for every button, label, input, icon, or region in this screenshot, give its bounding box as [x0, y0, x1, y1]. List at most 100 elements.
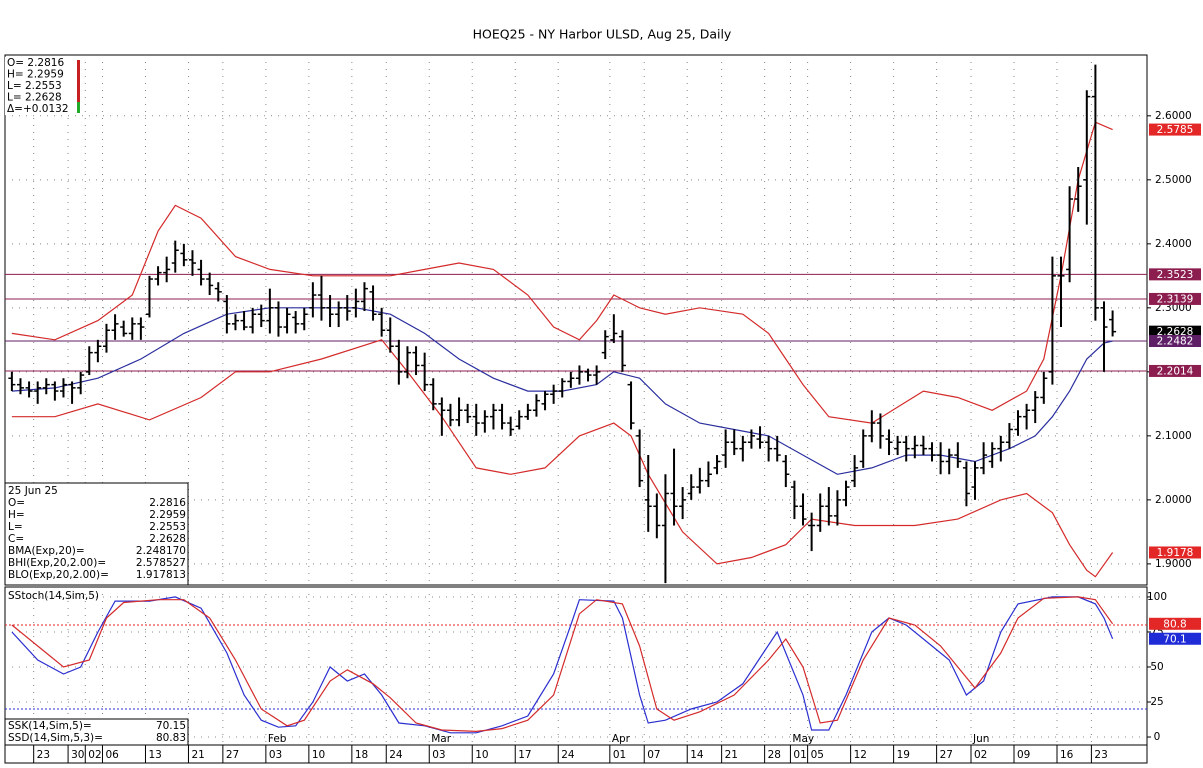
x-tick-label: 14 — [690, 749, 704, 761]
value-marker-label: 1.9178 — [1157, 547, 1194, 559]
quote-text: O= 2.2816 — [7, 57, 64, 69]
y-tick-label: 2.0000 — [1155, 494, 1192, 506]
value-marker — [1149, 292, 1201, 305]
month-label: Apr — [612, 733, 631, 745]
x-tick-label: 13 — [148, 749, 161, 761]
legend-label: SSD(14,Sim,5,3)= — [8, 732, 103, 744]
x-tick-label: 28 — [768, 749, 781, 761]
quote-text: L= 2.2553 — [7, 80, 62, 92]
legend-label: BHI(Exp,20,2.00)= — [8, 557, 106, 569]
y-tick-label: 2.5000 — [1155, 174, 1192, 186]
y-tick-label: 2.4000 — [1155, 238, 1192, 250]
legend-label: BMA(Exp,20)= — [8, 545, 85, 557]
y-tick-label: 2.1000 — [1155, 430, 1192, 442]
quote-indicator-red — [77, 60, 80, 102]
quote-text: Δ=+0.0132 — [7, 103, 69, 115]
x-tick-label: 27 — [940, 749, 953, 761]
value-marker — [1149, 123, 1201, 136]
x-tick-label: 01 — [793, 749, 806, 761]
x-tick-label: 03 — [269, 749, 282, 761]
x-tick-label: 23 — [1094, 749, 1107, 761]
value-marker — [1149, 364, 1201, 377]
x-tick-label: 02 — [88, 749, 101, 761]
x-tick-label: 24 — [389, 749, 403, 761]
stoch-line — [11, 596, 1114, 734]
y-tick-label: 25 — [1150, 696, 1163, 708]
info-label: C= — [8, 533, 24, 545]
info-label: L= — [8, 521, 23, 533]
y-tick-label: 1.9000 — [1155, 558, 1192, 570]
legend-value: 80.83 — [156, 732, 186, 744]
x-tick-label: 01 — [613, 749, 626, 761]
value-marker-label: 2.2014 — [1157, 365, 1194, 377]
value-marker — [1149, 268, 1201, 281]
x-tick-label: 07 — [647, 749, 660, 761]
x-tick-label: 16 — [1060, 749, 1074, 761]
x-tick-label: 19 — [897, 749, 910, 761]
value-marker-label: 80.8 — [1163, 618, 1186, 630]
month-label: Jun — [972, 733, 989, 745]
x-tick-label: 10 — [475, 749, 488, 761]
legend-label: BLO(Exp,20,2.00)= — [8, 569, 109, 581]
stoch-line — [11, 596, 1114, 733]
value-marker — [1149, 334, 1201, 347]
value-marker-label: 2.3139 — [1157, 293, 1194, 305]
x-tick-label: 02 — [974, 749, 987, 761]
x-tick-label: 21 — [191, 749, 204, 761]
x-tick-label: 03 — [432, 749, 445, 761]
legend-value: 1.917813 — [136, 569, 186, 581]
band-line — [11, 307, 1113, 475]
x-tick-label: 17 — [518, 749, 531, 761]
x-tick-label: 23 — [37, 749, 50, 761]
value-marker — [1149, 617, 1201, 630]
info-box — [4, 718, 189, 746]
x-tick-label: 06 — [105, 749, 119, 761]
legend-label: SSK(14,Sim,5)= — [8, 720, 92, 732]
quote-text: L= 2.2628 — [7, 92, 62, 104]
x-tick-label: 27 — [226, 749, 239, 761]
info-date: 25 Jun 25 — [8, 485, 58, 497]
chart-title: HOEQ25 - NY Harbor ULSD, Aug 25, Daily — [473, 27, 732, 42]
info-value: 2.2553 — [149, 521, 186, 533]
info-label: O= — [8, 497, 25, 509]
info-value: 2.2628 — [149, 533, 186, 545]
info-label: H= — [8, 509, 25, 521]
legend-value: 70.15 — [156, 720, 186, 732]
legend-value: 2.578527 — [136, 557, 186, 569]
y-tick-label: 50 — [1150, 661, 1163, 673]
x-tick-label: 10 — [312, 749, 325, 761]
y-tick-label: 0 — [1154, 731, 1161, 743]
value-marker-label: 2.5785 — [1157, 124, 1194, 136]
band-line — [11, 121, 1113, 424]
band-line — [11, 339, 1114, 578]
month-label: May — [792, 733, 814, 745]
x-tick-label: 24 — [561, 749, 575, 761]
value-marker-label: 2.2482 — [1157, 335, 1194, 347]
info-value: 2.2816 — [149, 497, 186, 509]
y-tick-label: 100 — [1147, 591, 1167, 603]
x-tick-label: 18 — [355, 749, 368, 761]
value-marker-label: 2.3523 — [1157, 269, 1194, 281]
legend-value: 2.248170 — [136, 545, 186, 557]
value-marker — [1149, 325, 1201, 338]
value-marker — [1149, 632, 1201, 645]
panel-title: SStoch(14,Sim,5) — [8, 590, 99, 602]
x-tick-label: 09 — [1017, 749, 1030, 761]
info-value: 2.2959 — [149, 509, 186, 521]
value-marker — [1149, 546, 1201, 559]
quote-text: H= 2.2959 — [7, 69, 64, 81]
month-label: Feb — [268, 733, 287, 745]
x-axis-strip — [4, 744, 1148, 764]
quote-box — [5, 57, 82, 115]
y-tick-label: 2.6000 — [1155, 110, 1192, 122]
quote-indicator-green — [77, 102, 80, 113]
month-label: Mar — [431, 733, 451, 745]
info-box — [4, 482, 189, 586]
value-marker-label: 70.1 — [1163, 633, 1186, 645]
x-tick-label: 12 — [854, 749, 867, 761]
panel-frame — [4, 54, 1148, 586]
x-tick-label: 21 — [725, 749, 738, 761]
x-tick-label: 30 — [71, 749, 84, 761]
